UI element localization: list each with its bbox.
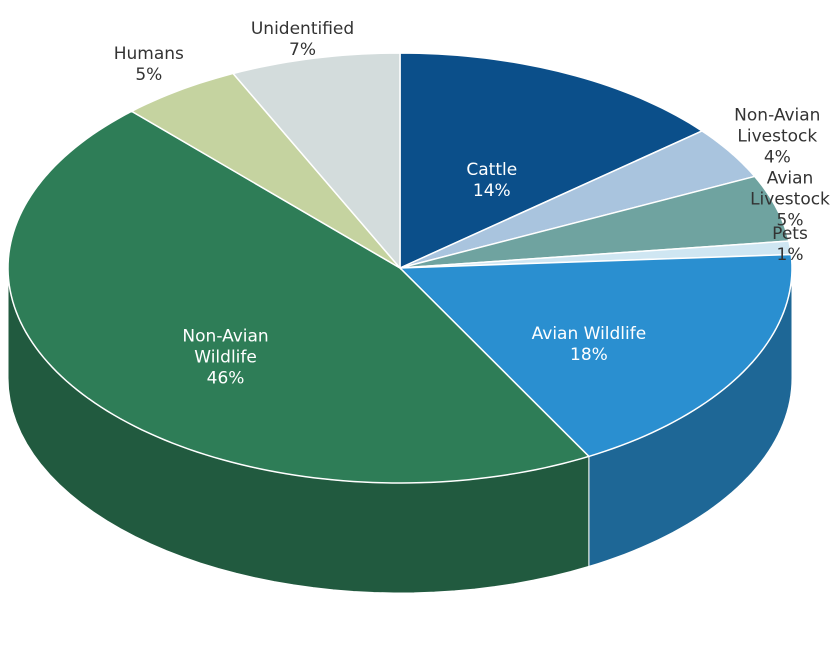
value-label: 4% [717,147,835,168]
value-label: 14% [432,181,552,202]
value-label: 5% [89,65,209,86]
value-label: 18% [529,345,649,366]
value-label: 1% [730,245,835,266]
category-label: Non-Avian Wildlife [166,326,286,368]
category-label: Non-Avian Livestock [717,105,835,147]
value-label: 7% [243,40,363,61]
pie-canvas [0,0,835,647]
category-label: Avian Livestock [730,168,835,210]
category-label: Cattle [432,160,552,181]
value-label: 46% [166,368,286,389]
category-label: Pets [730,224,835,245]
category-label: Unidentified [243,19,363,40]
category-label: Avian Wildlife [529,324,649,345]
category-label: Humans [89,44,209,65]
chart: Cattle14% Non-Avian Livestock4%Avian Live… [0,0,835,647]
